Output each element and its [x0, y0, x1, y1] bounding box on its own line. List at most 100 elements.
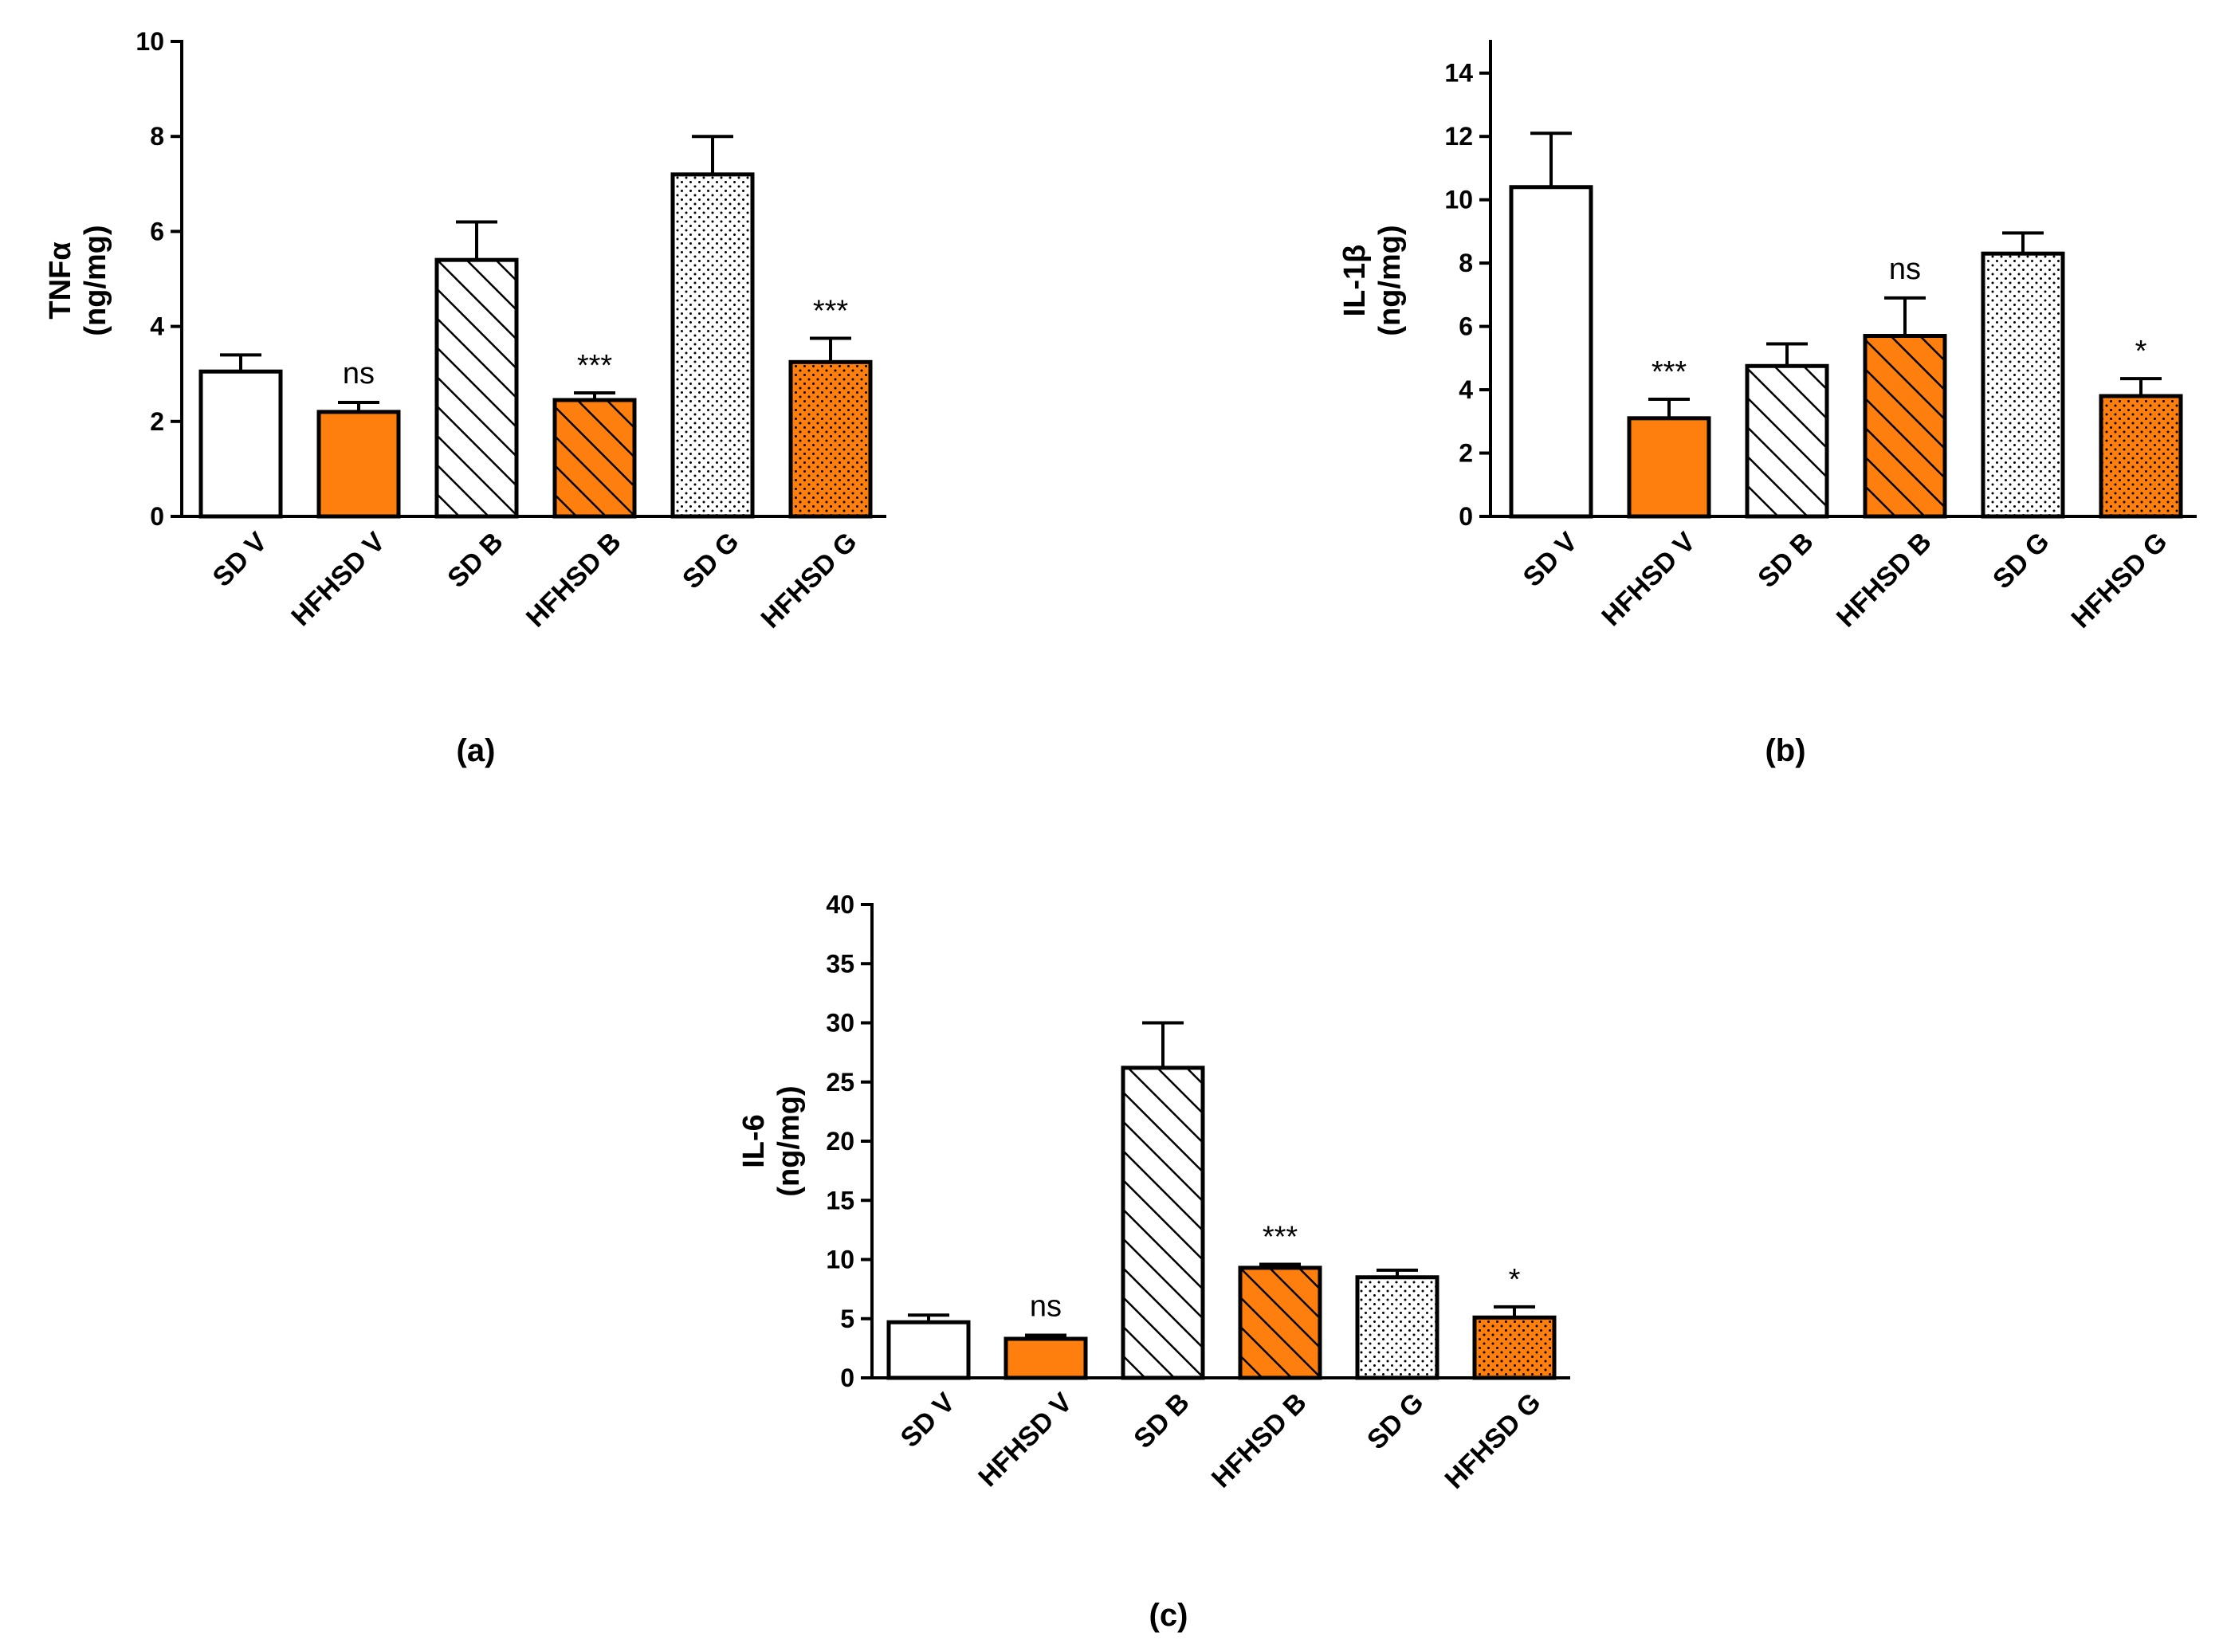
x-tick-label: HFHSD V [972, 1387, 1078, 1493]
significance-label: * [1509, 1263, 1521, 1297]
x-tick-label: HFHSD G [1439, 1387, 1547, 1495]
x-tick-label: HFHSD B [1831, 527, 1938, 634]
bar-fill [889, 1322, 968, 1378]
y-tick-label: 25 [826, 1068, 854, 1097]
bar [1355, 1275, 1439, 1380]
significance-label: *** [1652, 355, 1687, 389]
x-tick-label: SD G [1361, 1387, 1430, 1456]
chart-panel-2: 0 2 4 6 8 10 12 14 IL-1β(ng/mg) SD V *** HFHSD V SD … [1338, 40, 2197, 768]
x-tick-label: HFHSD G [756, 527, 863, 634]
bar-pattern [1123, 1067, 1203, 1378]
y-tick-label: 5 [840, 1305, 854, 1333]
y-axis-label-line: (ng/mg) [1373, 225, 1407, 336]
significance-label: ns [343, 357, 375, 390]
bar-pattern [555, 399, 634, 516]
bar-pattern [437, 260, 516, 516]
chart-panel-1: 0 2 4 6 8 10 TNFα(ng/mg) SD V ns HFHSD V SD B *** HF… [44, 27, 886, 768]
bar-pattern [1983, 253, 2063, 516]
y-tick-label: 10 [136, 27, 164, 56]
bar [1121, 1065, 1205, 1380]
bar [1003, 1336, 1088, 1380]
significance-label: ns [1889, 253, 1921, 286]
significance-label: * [2135, 335, 2147, 368]
x-tick-label: HFHSD G [2066, 527, 2174, 634]
y-axis-label-line: (ng/mg) [79, 225, 112, 336]
y-tick-label: 8 [150, 122, 164, 151]
y-tick-label: 0 [150, 502, 164, 531]
y-axis-label-line: (ng/mg) [772, 1085, 806, 1196]
y-tick-label: 35 [826, 949, 854, 978]
significance-label: *** [577, 349, 613, 383]
y-axis-label: IL-6(ng/mg) [737, 1085, 806, 1196]
bar [1745, 363, 1829, 519]
bar [886, 1320, 971, 1380]
bar-pattern [791, 362, 870, 516]
bar [1627, 416, 1711, 519]
x-tick-label: HFHSD V [285, 527, 391, 633]
x-tick-label: HFHSD V [1596, 527, 1702, 633]
bar-fill [1629, 418, 1709, 516]
significance-label: ns [1030, 1290, 1062, 1324]
y-tick-label: 10 [826, 1246, 854, 1274]
panel-label: (b) [1765, 733, 1805, 768]
y-axis-label-line: IL-6 [737, 1114, 771, 1168]
x-tick-label: SD G [677, 527, 745, 595]
chart-panel-3: 0 5 10 15 20 25 30 35 40 IL-6(ng/mg) SD V ns HFHSD V… [737, 890, 1570, 1633]
bar [434, 257, 519, 519]
y-tick-label: 0 [1459, 502, 1473, 531]
bar [1472, 1315, 1557, 1380]
bar [198, 369, 283, 519]
y-tick-label: 6 [150, 217, 164, 245]
y-axis-label: IL-1β(ng/mg) [1338, 225, 1407, 336]
x-tick-label: HFHSD B [1206, 1387, 1313, 1494]
bar [670, 172, 755, 519]
x-tick-label: HFHSD B [520, 527, 627, 634]
significance-label: *** [813, 295, 849, 328]
bar-fill [319, 411, 399, 516]
y-tick-label: 40 [826, 890, 854, 919]
x-tick-label: SD B [1128, 1387, 1195, 1454]
x-tick-label: SD B [1752, 527, 1819, 594]
y-tick-label: 15 [826, 1186, 854, 1214]
bar [1509, 185, 1593, 519]
bar-pattern [1240, 1267, 1320, 1378]
y-axis-label: TNFα(ng/mg) [44, 225, 112, 336]
bar-pattern [1475, 1317, 1554, 1378]
bar [552, 398, 637, 519]
y-tick-label: 0 [840, 1364, 854, 1392]
bar-pattern [1357, 1277, 1437, 1378]
x-tick-label: SD B [442, 527, 509, 594]
y-tick-label: 6 [1459, 312, 1473, 341]
y-tick-label: 4 [150, 312, 164, 341]
y-tick-label: 12 [1444, 122, 1473, 151]
bar [788, 359, 873, 519]
x-tick-label: SD V [1518, 527, 1584, 593]
significance-label: *** [1263, 1220, 1298, 1254]
bar-pattern [1865, 336, 1945, 516]
x-tick-label: SD G [1987, 527, 2056, 595]
bar [316, 410, 401, 519]
y-axis-label-line: IL-1β [1338, 245, 1372, 317]
x-tick-label: SD V [207, 527, 273, 593]
y-tick-label: 30 [826, 1009, 854, 1038]
bar [1981, 251, 2065, 519]
y-tick-label: 4 [1459, 375, 1473, 404]
y-tick-label: 20 [826, 1127, 854, 1156]
y-tick-label: 10 [1444, 186, 1473, 214]
panel-label: (a) [457, 733, 496, 768]
bar [1238, 1265, 1322, 1380]
y-tick-label: 8 [1459, 249, 1473, 277]
panel-label: (c) [1149, 1598, 1188, 1633]
bar-pattern [1747, 366, 1827, 516]
bar [2099, 394, 2183, 519]
bar-pattern [673, 174, 752, 516]
bar-fill [1511, 186, 1591, 517]
bar-fill [201, 371, 281, 516]
y-tick-label: 2 [150, 407, 164, 436]
y-axis-label-line: TNFα [44, 241, 77, 319]
y-tick-label: 2 [1459, 439, 1473, 468]
bar-pattern [2101, 396, 2181, 516]
bar [1863, 334, 1947, 519]
y-tick-label: 14 [1444, 59, 1473, 88]
